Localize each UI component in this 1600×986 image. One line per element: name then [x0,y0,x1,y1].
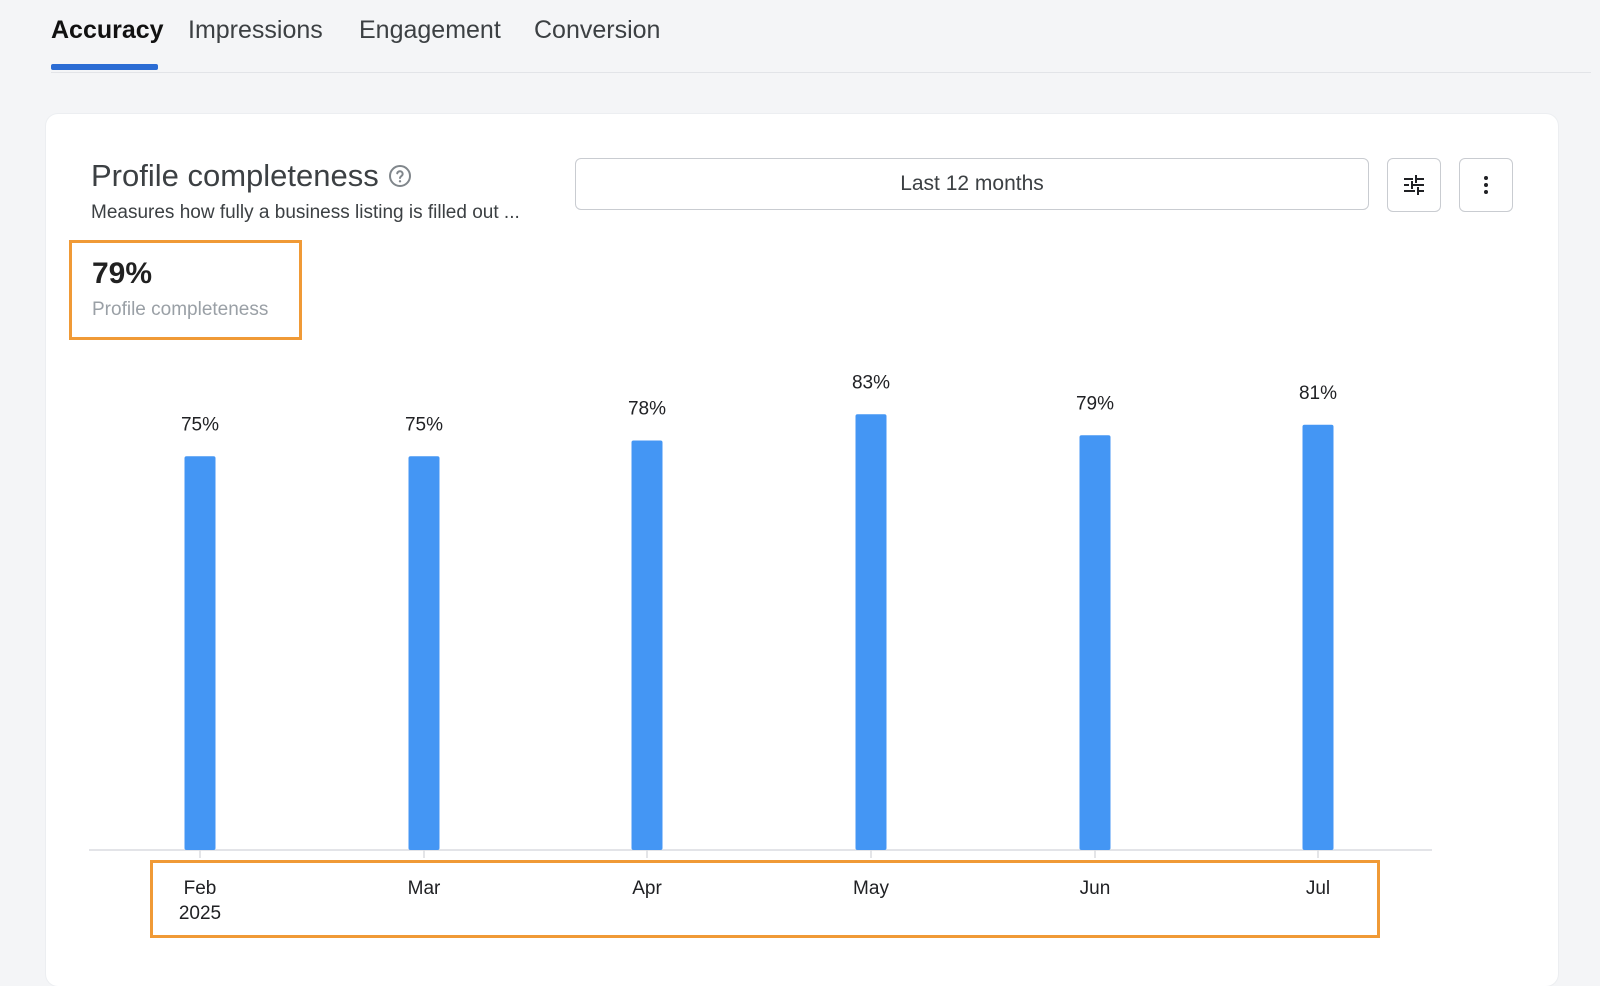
kpi-value: 79% [92,257,153,290]
data-label-feb: 75% [181,414,219,435]
card-title: Profile completeness [91,158,379,193]
bar-chart: 75% Feb 2025 75% Mar 78% Apr 83% May 79% Jun 81% Jul [89,374,1432,924]
x-tick-label-may: May [853,878,889,899]
bar-jul[interactable] [1302,424,1334,850]
profile-completeness-card: Profile completeness Measures how fully … [46,114,1558,986]
x-tick-label-jun: Jun [1080,878,1111,899]
filter-button[interactable] [1387,158,1441,212]
tune-sliders-icon [1404,175,1424,195]
bar-jun[interactable] [1079,435,1111,850]
data-label-may: 83% [852,374,890,393]
tab-conversion[interactable]: Conversion [534,16,661,44]
kpi-label: Profile completeness [92,299,269,320]
x-tick-label-apr: Apr [632,878,662,899]
tab-accuracy[interactable]: Accuracy [51,16,164,44]
data-label-jun: 79% [1076,393,1114,414]
bar-feb[interactable] [184,456,216,850]
data-label-mar: 75% [405,414,443,435]
bar-apr[interactable] [631,440,663,851]
help-circle-icon[interactable] [388,164,412,188]
more-options-button[interactable] [1459,158,1513,212]
card-subtitle: Measures how fully a business listing is… [91,202,520,223]
active-tab-indicator [51,64,158,70]
bar-may[interactable] [855,414,887,850]
x-tick-label-jul: Jul [1306,878,1330,899]
kpi-summary: 79% Profile completeness [69,240,302,340]
date-range-select[interactable]: Last 12 months [575,158,1369,210]
tab-impressions[interactable]: Impressions [188,16,323,44]
x-tick-label-mar: Mar [408,878,441,899]
tab-engagement[interactable]: Engagement [359,16,501,44]
data-label-jul: 81% [1299,383,1337,404]
x-tick-sublabel: 2025 [179,903,221,924]
data-label-apr: 78% [628,399,666,420]
x-axis-highlight [150,860,1380,938]
more-vertical-icon [1484,176,1488,194]
x-tick-label-feb: Feb [184,878,217,899]
bar-mar[interactable] [408,456,440,850]
tab-bar: Accuracy Impressions Engagement Conversi… [51,0,1591,73]
